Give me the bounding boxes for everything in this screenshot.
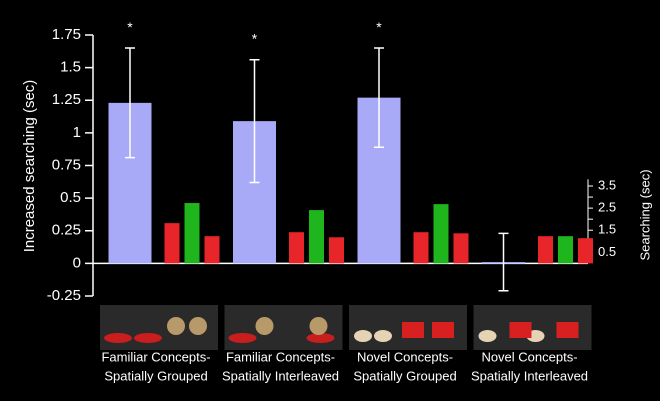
toy-bear <box>167 317 185 335</box>
bar <box>433 204 449 264</box>
error-bar <box>374 47 384 148</box>
bar <box>184 203 200 264</box>
bar <box>453 233 469 264</box>
y-tick-label: 1.75 <box>52 26 81 43</box>
y2-axis-label: Searching (sec) <box>637 169 652 260</box>
y-tick-label: 0.25 <box>52 222 81 239</box>
y2-tick-label: 2.5 <box>598 200 616 215</box>
toy-shell <box>354 330 372 342</box>
error-bar <box>249 59 260 184</box>
x-tick-label: Familiar Concepts- <box>101 349 210 364</box>
x-tick-label: Novel Concepts- <box>357 349 453 364</box>
y-tick-label: 1.5 <box>60 59 81 76</box>
x-tick-label: Novel Concepts- <box>481 349 577 364</box>
x-tick-label: Spatially Grouped <box>353 368 456 383</box>
toy-block <box>556 322 579 338</box>
toy-car <box>134 333 162 343</box>
y2-tick-label: 1.5 <box>598 222 616 237</box>
y-tick-label: 0.5 <box>60 189 81 206</box>
y-tick-label: 1 <box>73 124 81 141</box>
y2-tick-label: 0.5 <box>598 244 616 259</box>
x-tick-label: Familiar Concepts- <box>226 349 335 364</box>
bar <box>329 237 344 264</box>
toy-block <box>432 322 454 338</box>
toy-block <box>509 322 532 338</box>
bar <box>413 232 429 264</box>
y-axis-label: Increased searching (sec) <box>21 80 38 253</box>
toy-shell <box>478 330 497 342</box>
error-bar <box>498 232 509 292</box>
significance-marker: * <box>252 30 258 46</box>
toy-bear <box>309 317 328 335</box>
x-tick-label: Spatially Interleaved <box>222 368 339 383</box>
toy-car <box>104 333 132 343</box>
toy-car <box>228 333 257 343</box>
bar <box>204 236 220 264</box>
significance-marker: * <box>127 19 133 35</box>
y-tick-label: 0.75 <box>52 156 81 173</box>
toy-car <box>306 333 335 343</box>
bar <box>558 236 573 264</box>
bar <box>578 238 593 264</box>
bar <box>289 232 304 264</box>
toy-bear <box>189 317 207 335</box>
x-tick-label: Spatially Interleaved <box>471 368 588 383</box>
toy-block <box>402 322 424 338</box>
y-tick-label: 1.25 <box>52 91 81 108</box>
y2-tick-label: 3.5 <box>598 177 616 192</box>
bar <box>309 210 324 264</box>
bar <box>164 223 180 264</box>
toy-shell <box>374 330 392 342</box>
bar <box>538 236 553 264</box>
toy-bear <box>255 317 274 335</box>
significance-marker: * <box>376 19 382 35</box>
y-tick-label: -0.25 <box>47 287 81 304</box>
x-tick-label: Spatially Grouped <box>104 368 207 383</box>
y-tick-label: 0 <box>73 254 81 271</box>
error-bar <box>125 47 135 159</box>
